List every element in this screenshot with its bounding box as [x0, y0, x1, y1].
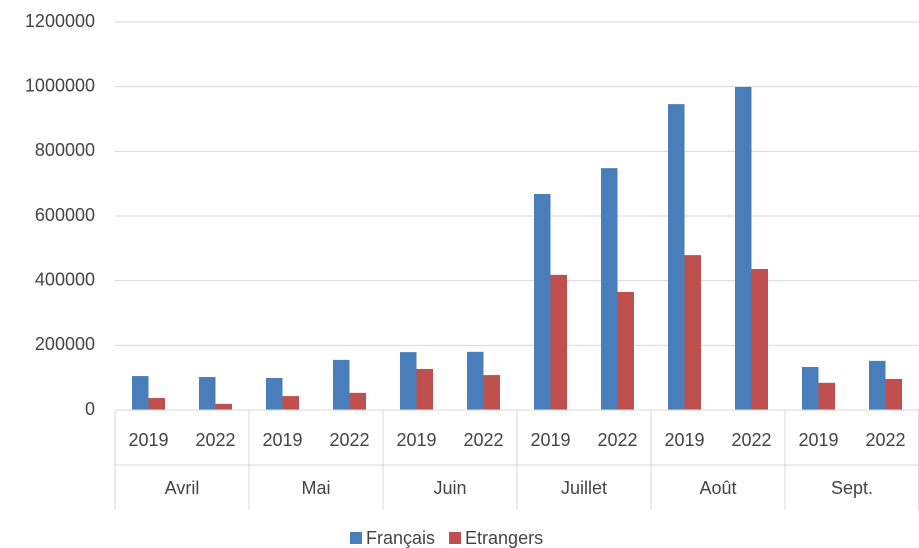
bar: [802, 366, 819, 410]
bar: [483, 375, 500, 410]
bar: [601, 168, 618, 410]
group-label: Août: [699, 478, 736, 498]
bar: [668, 104, 685, 411]
bar: [735, 86, 752, 411]
x-tick-label: 2022: [195, 430, 235, 450]
bar: [400, 352, 417, 410]
bar: [132, 376, 149, 410]
bar: [818, 382, 835, 410]
bar: [215, 403, 232, 410]
bar: [266, 377, 283, 410]
y-tick-label: 1000000: [25, 75, 95, 95]
bar: [349, 392, 366, 410]
bar: [333, 359, 350, 410]
y-tick-label: 1200000: [25, 11, 95, 31]
bar: [885, 378, 902, 410]
bar: [751, 269, 768, 410]
bar: [467, 351, 484, 410]
x-tick-label: 2019: [798, 430, 838, 450]
x-tick-label: 2022: [865, 430, 905, 450]
x-tick-label: 2022: [463, 430, 503, 450]
group-label: Avril: [165, 478, 200, 498]
legend-swatch: [449, 532, 462, 544]
x-tick-label: 2019: [664, 430, 704, 450]
bar: [869, 360, 886, 410]
bar: [416, 368, 433, 410]
legend-swatch: [350, 532, 362, 544]
group-label: Mai: [301, 478, 330, 498]
bar: [617, 291, 634, 410]
bar: [684, 255, 701, 410]
x-tick-label: 2019: [128, 430, 168, 450]
y-tick-label: 0: [85, 399, 95, 419]
bar: [282, 396, 299, 410]
y-tick-label: 400000: [35, 269, 95, 289]
legend-label: Français: [366, 528, 435, 548]
x-tick-label: 2022: [329, 430, 369, 450]
legend-label: Etrangers: [465, 528, 543, 548]
group-label: Juillet: [561, 478, 607, 498]
bar: [199, 377, 216, 410]
x-tick-label: 2019: [530, 430, 570, 450]
y-tick-label: 200000: [35, 334, 95, 354]
group-label: Juin: [433, 478, 466, 498]
bar: [148, 398, 165, 410]
y-tick-label: 600000: [35, 205, 95, 225]
bar: [534, 194, 551, 410]
x-tick-label: 2022: [731, 430, 771, 450]
x-tick-label: 2019: [262, 430, 302, 450]
y-tick-label: 800000: [35, 140, 95, 160]
group-label: Sept.: [831, 478, 873, 498]
x-tick-label: 2019: [396, 430, 436, 450]
bar: [550, 274, 567, 410]
x-tick-label: 2022: [597, 430, 637, 450]
